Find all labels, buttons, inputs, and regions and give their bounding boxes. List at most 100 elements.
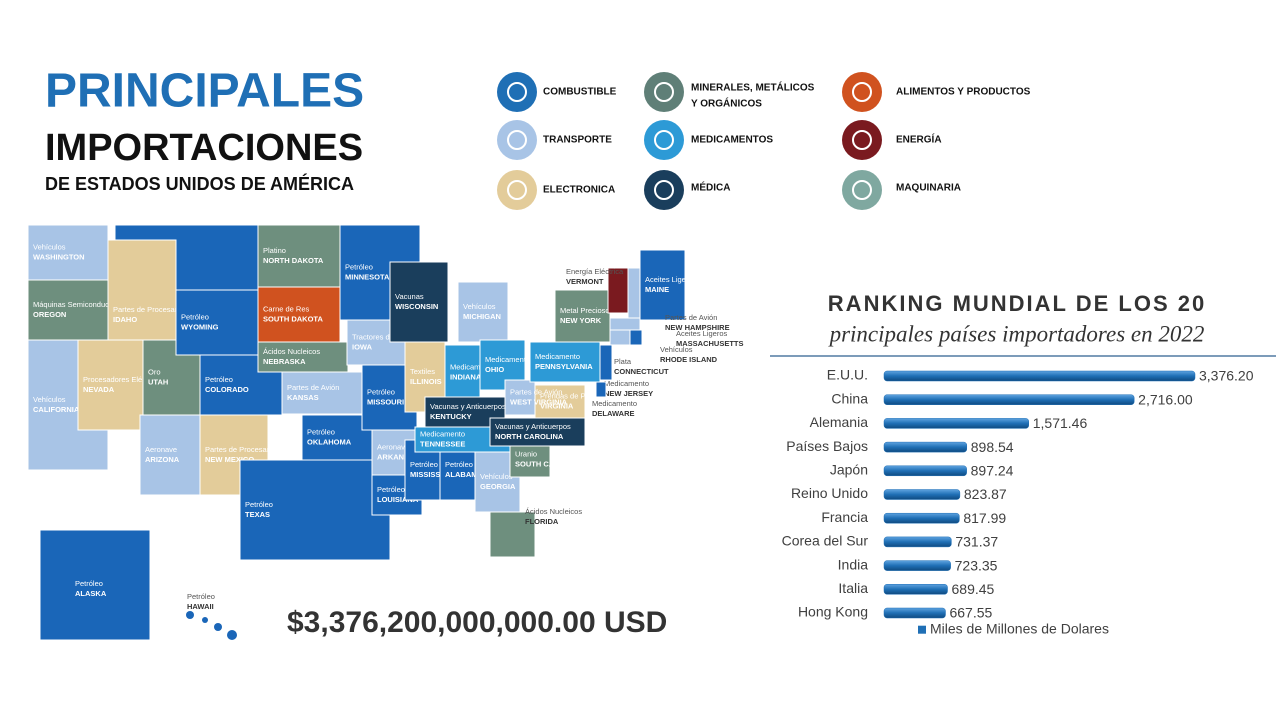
legend-label: ELECTRONICA (543, 185, 615, 196)
legend-icon (497, 72, 537, 112)
tagline: DE ESTADOS UNIDOS DE AMÉRICA (45, 173, 354, 194)
value-label: 823.87 (964, 486, 1007, 502)
state-name: SOUTH CAROLINA (515, 459, 583, 468)
legend-label: Miles de Millones de Dolares (930, 620, 1109, 636)
category-label: Francia (821, 509, 868, 525)
value-label: 731.37 (955, 534, 998, 550)
state-product: Medicamentos (450, 362, 499, 371)
state (509, 441, 551, 478)
state-name: ARIZONA (145, 455, 180, 464)
state-name: VERMONT (566, 277, 604, 286)
state (489, 511, 536, 558)
state-name: TENNESSEE (420, 439, 465, 448)
state-name: UTAH (148, 377, 168, 386)
state-product: Vehículos (480, 472, 513, 481)
state-product: Medicamento (604, 379, 649, 388)
state (281, 371, 363, 415)
state-product: Carne de Res (263, 304, 310, 313)
legend-label: Y ORGÁNICOS (691, 97, 762, 110)
state (107, 239, 177, 341)
legend-icon (644, 170, 684, 210)
state-product: Ácidos Nucleicos (263, 347, 320, 356)
total: $3,376,200,000,000.00 USD (287, 606, 667, 639)
bar (883, 584, 948, 595)
legend-label: MÉDICA (691, 181, 730, 194)
state (27, 279, 109, 341)
state-name: WEST VIRGINIA (510, 397, 568, 406)
state-product: Procesadores Eléctricos (83, 375, 164, 384)
island (186, 611, 194, 619)
state-product: Aceites Ligeros (676, 329, 728, 338)
state-name: OREGON (33, 310, 66, 319)
bar (883, 441, 968, 453)
value-label: 3,376.20 (1199, 368, 1254, 384)
legend-icon-inner (654, 130, 674, 150)
island (227, 630, 237, 640)
state-name: MASSACHUSETTS (676, 339, 744, 348)
bar (883, 394, 1135, 405)
state-name: IDAHO (113, 315, 137, 324)
legend-icon (644, 72, 684, 112)
legend-label: MEDICAMENTOS (691, 135, 773, 146)
bar-chart: E.U.U. 3,376.20 China 2,716.00 Alemania 1,571… (782, 367, 1254, 637)
state-name: MISSISSIPPI (410, 470, 455, 479)
state (77, 339, 144, 431)
island (202, 617, 208, 623)
state-product: Petróleo (445, 460, 473, 469)
state-product: Platino (263, 246, 286, 255)
state-name: CALIFORNIA (33, 405, 80, 414)
state-name: TEXAS (245, 510, 270, 519)
state-name: MAINE (645, 285, 669, 294)
bar (883, 370, 1196, 382)
state-product: Vacunas y Anticuerpos (430, 402, 506, 411)
state-product: Petróleo (205, 375, 233, 384)
state-product: Partes de Avión (510, 387, 562, 396)
state-product: Petróleo (307, 427, 335, 436)
state-name: MICHIGAN (463, 312, 501, 321)
state-product: Energía Eléctrica (566, 267, 624, 276)
state-name: KANSAS (287, 393, 319, 402)
state-product: Uranio (515, 449, 537, 458)
state-product: Plata (614, 357, 632, 366)
state (504, 379, 536, 416)
state-name: RHODE ISLAND (660, 355, 718, 364)
category-label: Reino Unido (791, 485, 868, 501)
state-name: NORTH CAROLINA (495, 432, 564, 441)
state-product: Petróleo (367, 387, 395, 396)
state-product: Medicamento (592, 399, 637, 408)
state (39, 529, 151, 641)
legend-label: TRANSPORTE (543, 135, 612, 146)
state (139, 414, 203, 496)
state (257, 286, 341, 343)
state-product: Medicamento (485, 355, 530, 364)
state-name: IOWA (352, 342, 373, 351)
state-product: Petróleo (181, 312, 209, 321)
state-name: GEORGIA (480, 482, 516, 491)
state-name: OKLAHOMA (307, 437, 352, 446)
state-product: Metal Precioso (560, 306, 610, 315)
state-product: Vacunas y Anticuerpos (495, 422, 571, 431)
legend-icon (497, 120, 537, 160)
state (609, 329, 631, 346)
state-product: Medicamento (420, 429, 465, 438)
value-label: 898.54 (971, 439, 1014, 455)
state-name: MINNESOTA (345, 272, 390, 281)
value-label: 897.24 (971, 463, 1014, 479)
category-label: Hong Kong (798, 604, 868, 620)
category-label: India (838, 556, 869, 572)
state (239, 459, 391, 561)
bar (883, 560, 951, 571)
state-name: NEW HAMPSHIRE (665, 323, 730, 332)
state (627, 267, 641, 324)
category-label: Países Bajos (786, 438, 868, 454)
state-name: DELAWARE (592, 409, 635, 418)
state-product: Vehículos (660, 345, 693, 354)
state-name: NEVADA (83, 385, 115, 394)
legend-label: ENERGÍA (896, 133, 942, 146)
legend-label: ALIMENTOS Y PRODUCTOS (896, 87, 1031, 98)
state (609, 317, 641, 331)
state-name: CONNECTICUT (614, 367, 669, 376)
legend-icon-inner (507, 180, 527, 200)
state (629, 329, 643, 346)
legend-icon (842, 170, 882, 210)
